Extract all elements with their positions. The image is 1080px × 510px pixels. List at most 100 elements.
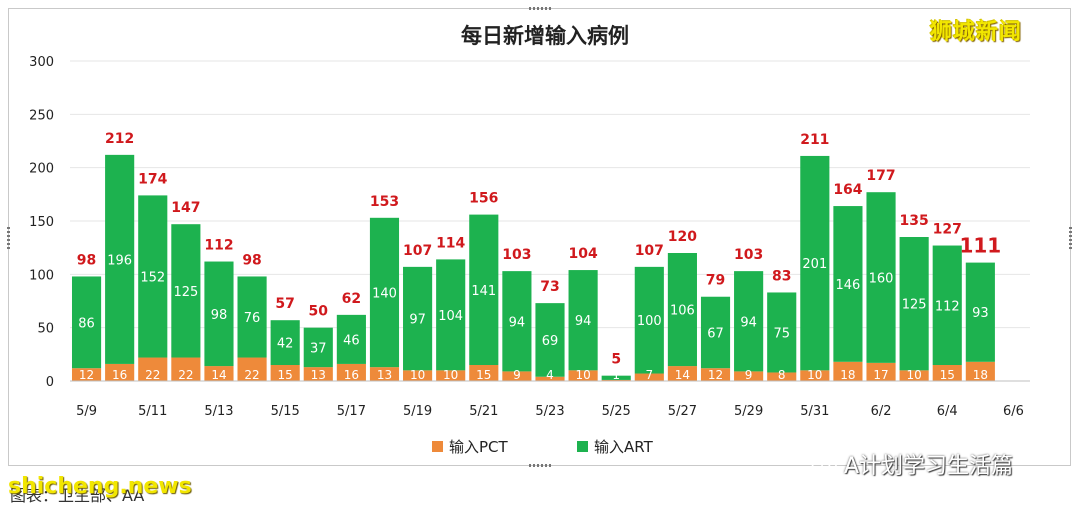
art-value-label: 94 <box>740 315 757 330</box>
total-value-label: 211 <box>800 132 829 148</box>
bar-art <box>568 270 598 371</box>
art-value-label: 67 <box>707 326 724 341</box>
resize-handle-bottom[interactable] <box>529 464 551 467</box>
y-tick-label: 250 <box>29 108 54 123</box>
pct-value-label: 10 <box>807 368 822 382</box>
total-value-label: 164 <box>833 182 862 198</box>
bar-pct <box>204 366 234 381</box>
y-tick-label: 200 <box>29 162 54 177</box>
bar-pct <box>800 370 830 381</box>
total-value-label: 103 <box>734 247 763 263</box>
brand-watermark: 狮城新闻 <box>930 20 1023 45</box>
resize-handle-top[interactable] <box>529 7 551 10</box>
bar-pct <box>502 371 532 381</box>
bar-art <box>667 253 697 367</box>
total-value-label: 174 <box>138 171 167 187</box>
total-value-label: 112 <box>204 238 233 254</box>
x-tick-label: 5/9 <box>76 404 97 419</box>
pct-value-label: 10 <box>906 368 921 382</box>
art-value-label: 140 <box>372 286 397 301</box>
site-watermark: shicheng.news <box>8 474 192 499</box>
y-tick-label: 150 <box>29 215 54 230</box>
bar-pct <box>105 363 135 381</box>
bar-art <box>336 314 366 364</box>
bar-pct <box>932 365 962 381</box>
bar-pct <box>601 379 631 381</box>
bar-pct <box>634 373 664 381</box>
art-value-label: 125 <box>902 298 927 313</box>
bar-pct <box>138 357 168 381</box>
bar-art <box>105 154 135 364</box>
wechat-icon <box>811 455 837 473</box>
pct-value-label: 22 <box>145 368 160 382</box>
pct-value-label: 15 <box>940 368 955 382</box>
art-value-label: 37 <box>310 341 327 356</box>
bar-pct <box>568 370 598 381</box>
total-value-label: 73 <box>540 279 559 295</box>
resize-handle-right[interactable] <box>1069 227 1072 249</box>
bar-pct <box>469 365 499 381</box>
bar-pct <box>237 357 267 381</box>
total-value-label: 127 <box>933 222 962 238</box>
pct-value-label: 18 <box>840 368 855 382</box>
pct-value-label: 9 <box>513 368 521 382</box>
bar-art <box>700 296 731 369</box>
total-value-label: 104 <box>568 246 597 262</box>
bar-pct <box>369 367 400 381</box>
bar-art <box>237 276 267 358</box>
pct-value-label: 4 <box>546 368 554 382</box>
bar-art <box>171 224 201 358</box>
x-tick-label: 5/17 <box>337 404 366 419</box>
total-value-label: 62 <box>342 291 361 307</box>
total-value-label: 212 <box>105 131 134 147</box>
bar-pct <box>734 371 764 381</box>
art-value-label: 141 <box>471 284 496 299</box>
art-value-label: 104 <box>438 309 463 324</box>
pct-value-label: 10 <box>443 368 458 382</box>
pct-value-label: 14 <box>211 368 226 382</box>
chart-frame <box>7 7 1072 467</box>
total-value-label: 120 <box>668 229 697 245</box>
total-value-label: 111 <box>959 234 1001 258</box>
y-tick-label: 0 <box>46 375 54 390</box>
art-value-label: 69 <box>542 334 559 349</box>
pct-value-label: 8 <box>778 368 786 382</box>
legend: 输入PCT 输入ART <box>432 438 654 456</box>
bar-pct <box>899 370 929 381</box>
bar-art <box>734 271 764 372</box>
pct-value-label: 10 <box>410 368 425 382</box>
total-value-label: 107 <box>635 243 664 259</box>
x-tick-label: 5/13 <box>204 404 233 419</box>
total-value-label: 153 <box>370 194 399 210</box>
bar-art <box>634 266 664 374</box>
source-note: 图表：卫生部、AA <box>10 486 145 505</box>
resize-handle-left[interactable] <box>7 227 10 249</box>
chart-title: 每日新增输入病例 <box>461 24 629 48</box>
art-value-label: 201 <box>802 257 827 272</box>
total-value-label: 114 <box>436 235 465 251</box>
bar-pct <box>403 370 433 381</box>
art-value-label: 46 <box>343 333 360 348</box>
pct-value-label: 12 <box>79 368 94 382</box>
bar-pct <box>833 361 863 381</box>
bar-series <box>71 154 995 381</box>
art-value-label: 86 <box>78 316 95 331</box>
total-value-label: 5 <box>611 352 621 368</box>
legend-label: 输入ART <box>594 438 654 456</box>
bar-art <box>535 303 565 377</box>
total-value-label: 103 <box>502 247 531 263</box>
y-tick-label: 100 <box>29 268 54 283</box>
total-value-label: 147 <box>171 200 200 216</box>
pct-value-label: 18 <box>973 368 988 382</box>
x-tick-label: 5/25 <box>602 404 631 419</box>
bar-pct <box>700 368 731 381</box>
art-value-label: 75 <box>773 326 790 341</box>
bar-pct <box>336 363 366 381</box>
pct-value-label: 1 <box>612 368 620 382</box>
total-value-label: 79 <box>706 273 725 289</box>
total-value-label: 135 <box>900 213 929 229</box>
bar-art <box>270 320 300 365</box>
bar-art <box>932 245 962 365</box>
pct-value-label: 16 <box>344 368 359 382</box>
